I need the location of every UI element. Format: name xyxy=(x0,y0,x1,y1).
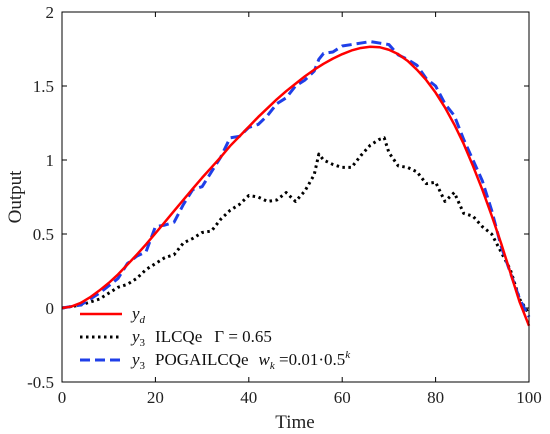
y-tick-label: 1.5 xyxy=(33,77,54,96)
legend-label-yd: yd xyxy=(130,304,146,326)
series-line-ilcqe xyxy=(61,136,531,315)
y-tick-label: -0.5 xyxy=(27,373,54,392)
tick-labels: 0 20 40 60 80 100-0.500.511.52 xyxy=(27,3,542,407)
legend-label-ilcqe: y3 ILCQe Γ = 0.65 xyxy=(130,327,272,349)
y-tick-label: 2 xyxy=(46,3,55,22)
series-layer xyxy=(61,40,531,327)
x-tick-label: 20 xyxy=(147,388,164,407)
x-tick-label: 100 xyxy=(516,388,542,407)
legend: yd y3 ILCQe Γ = 0.65 y3 POGAILCQe wk =0.01·0… xyxy=(80,304,351,372)
y-tick-label: 0.5 xyxy=(33,225,54,244)
x-tick-label: 80 xyxy=(427,388,444,407)
y-tick-label: 1 xyxy=(46,151,55,170)
plot-background xyxy=(62,12,529,382)
y-axis-label: Output xyxy=(5,170,26,224)
series-line-yd xyxy=(61,45,531,327)
y-tick-label: 0 xyxy=(46,299,55,318)
legend-label-pogailcqe: y3 POGAILCQe wk =0.01·0.5k xyxy=(130,349,351,372)
x-tick-label: 0 xyxy=(58,388,67,407)
plot-frame xyxy=(61,11,530,383)
x-axis-label: Time xyxy=(275,412,314,433)
x-tick-label: 40 xyxy=(240,388,257,407)
x-tick-label: 60 xyxy=(334,388,351,407)
